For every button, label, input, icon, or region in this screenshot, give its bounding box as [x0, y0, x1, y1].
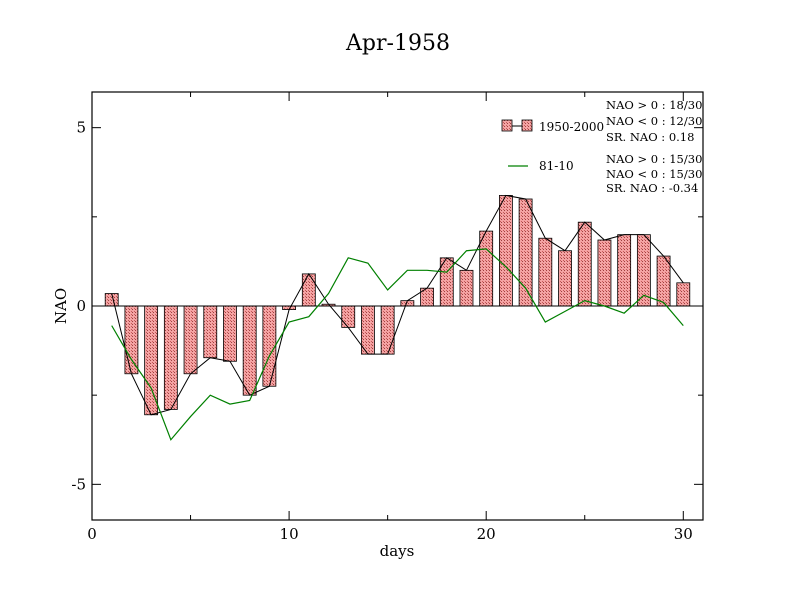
- legend-label-1950-2000: 1950-2000: [539, 120, 604, 134]
- plot-area: [92, 194, 703, 441]
- stat-1950-2000-sr: SR. NAO : 0.18: [606, 130, 694, 144]
- stat-1950-2000-neg: NAO < 0 : 12/30: [606, 114, 702, 128]
- bar-day-6: [203, 305, 218, 359]
- y-tick-label--5: -5: [71, 475, 86, 493]
- bar-day-8: [242, 305, 257, 396]
- bar-day-21: [498, 195, 513, 307]
- bar-day-5: [183, 305, 198, 375]
- bar-day-25: [577, 221, 592, 307]
- y-tick-label-0: 0: [76, 297, 86, 315]
- stat-1950-2000-pos: NAO > 0 : 18/30: [606, 98, 702, 112]
- legend-label-81-10: 81-10: [539, 159, 574, 173]
- bar-day-2: [124, 305, 139, 375]
- bar-day-14: [361, 305, 375, 355]
- line-series-81-10: [111, 248, 684, 441]
- stat-81-10-neg: NAO < 0 : 15/30: [606, 167, 702, 181]
- axis-ticks: 0 10 20 30 -5 0 5: [71, 92, 703, 543]
- bar-day-19: [459, 269, 474, 307]
- bar-day-27: [617, 234, 632, 307]
- stat-81-10-sr: SR. NAO : -0.34: [606, 181, 698, 195]
- legend-bar-swatch-left: [501, 119, 513, 132]
- bar-day-26: [597, 239, 612, 307]
- x-tick-label-30: 30: [674, 525, 693, 543]
- nao-stats: NAO > 0 : 18/30 NAO < 0 : 12/30 SR. NAO …: [606, 98, 702, 195]
- y-axis-label: NAO: [52, 288, 70, 324]
- bar-day-7: [223, 305, 237, 362]
- bar-day-22: [518, 198, 533, 307]
- y-tick-label-5: 5: [76, 119, 86, 137]
- legend-bar-swatch-right: [521, 119, 533, 132]
- bar-day-13: [341, 305, 356, 328]
- x-axis-label: days: [380, 542, 415, 560]
- bar-day-23: [538, 237, 553, 307]
- bar-day-4: [163, 305, 178, 410]
- bar-day-9: [262, 305, 277, 387]
- bar-day-15: [380, 305, 395, 355]
- bar-day-24: [558, 250, 572, 307]
- x-tick-label-20: 20: [477, 525, 496, 543]
- bar-day-11: [301, 273, 316, 307]
- bar-series-outline: [111, 194, 684, 416]
- bar-day-30: [676, 282, 691, 307]
- x-tick-label-10: 10: [280, 525, 299, 543]
- chart-title: Apr-1958: [345, 31, 450, 56]
- bar-day-29: [656, 255, 671, 307]
- stat-81-10-pos: NAO > 0 : 15/30: [606, 152, 702, 166]
- legend: 1950-2000 81-10: [501, 119, 604, 173]
- bar-day-20: [479, 230, 494, 307]
- x-tick-label-0: 0: [87, 525, 97, 543]
